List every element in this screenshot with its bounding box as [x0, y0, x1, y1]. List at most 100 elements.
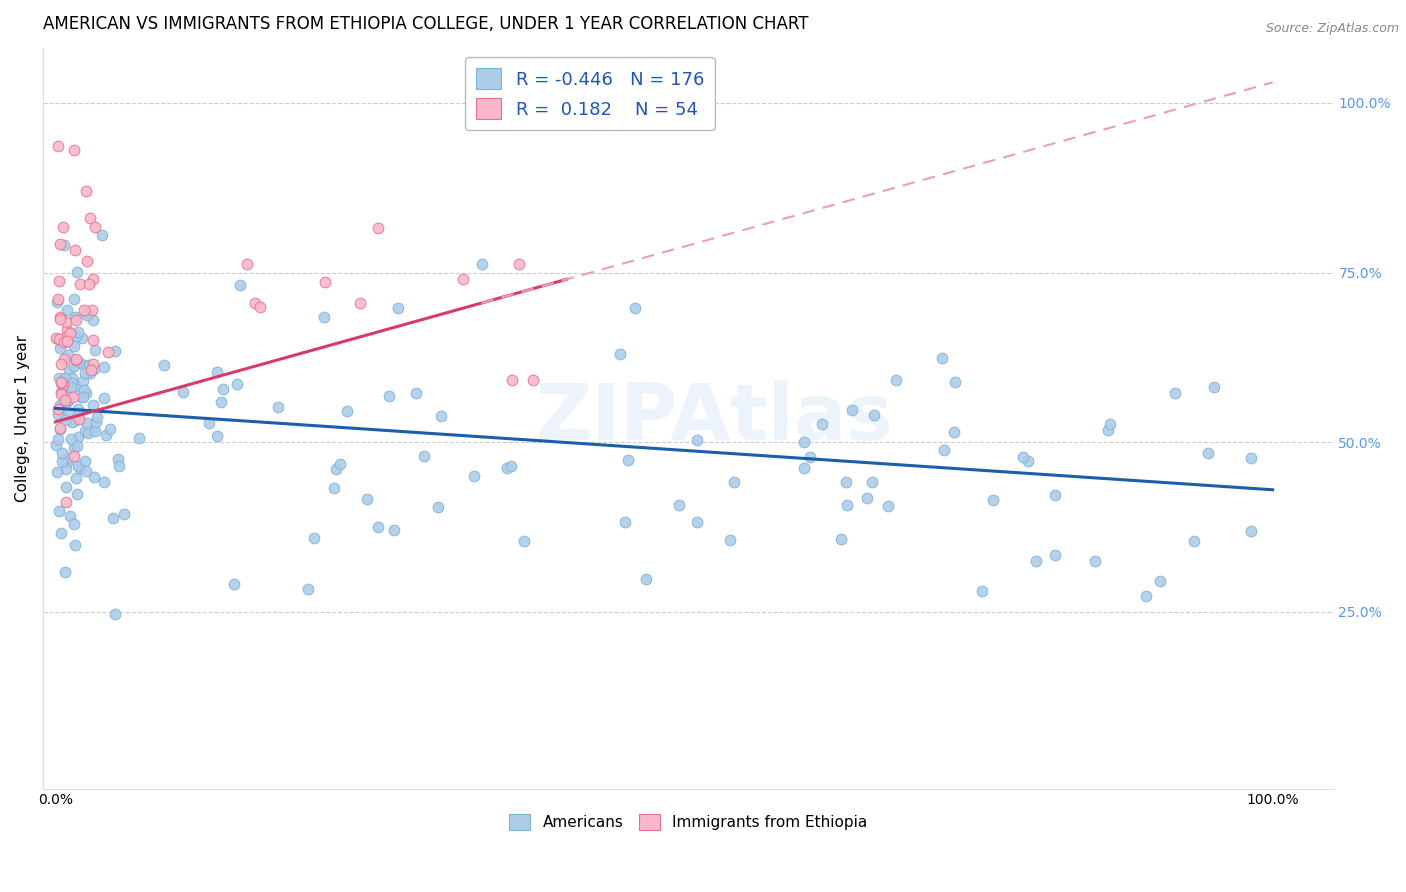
Point: [59, 508, 82, 523]
Point: [66, 408, 89, 422]
Point: [76, 306, 98, 320]
Point: [624, 301, 647, 315]
Point: [53, 371, 76, 385]
Point: [367, 519, 389, 533]
Point: [356, 492, 378, 507]
Point: [405, 386, 427, 401]
Point: [225, 376, 247, 391]
Point: [46, 293, 69, 307]
Point: [104, 344, 127, 359]
Legend: Americans, Immigrants from Ethiopia: Americans, Immigrants from Ethiopia: [503, 808, 873, 837]
Point: [430, 409, 453, 424]
Point: [56, 323, 79, 337]
Point: [235, 257, 257, 271]
Point: [799, 450, 821, 464]
Point: [931, 351, 953, 366]
Point: [841, 402, 863, 417]
Point: [48, 408, 70, 422]
Point: [55, 565, 77, 579]
Point: [63, 414, 86, 428]
Point: [82, 303, 104, 318]
Point: [1240, 450, 1263, 465]
Point: [243, 296, 266, 310]
Point: [98, 422, 121, 436]
Point: [80, 423, 103, 437]
Point: [249, 300, 271, 314]
Point: [49, 312, 72, 326]
Point: [609, 346, 631, 360]
Point: [82, 423, 104, 437]
Point: [463, 468, 485, 483]
Point: [49, 357, 72, 371]
Point: [69, 460, 91, 475]
Point: [45, 295, 67, 310]
Point: [212, 382, 235, 396]
Point: [67, 411, 90, 425]
Point: [1197, 446, 1219, 460]
Point: [55, 387, 77, 401]
Point: [55, 330, 77, 344]
Point: [835, 475, 858, 490]
Point: [62, 292, 84, 306]
Point: [66, 430, 89, 444]
Point: [53, 352, 76, 367]
Point: [718, 533, 741, 548]
Point: [83, 469, 105, 483]
Point: [325, 462, 347, 476]
Point: [59, 326, 82, 340]
Point: [205, 365, 228, 379]
Point: [297, 582, 319, 596]
Point: [51, 526, 73, 541]
Point: [48, 274, 70, 288]
Point: [877, 499, 900, 513]
Point: [128, 432, 150, 446]
Point: [49, 422, 72, 436]
Point: [66, 264, 89, 278]
Point: [46, 401, 69, 416]
Point: [49, 341, 72, 355]
Point: [65, 329, 87, 343]
Point: [65, 352, 87, 367]
Point: [65, 353, 87, 368]
Point: [73, 358, 96, 372]
Point: [427, 500, 450, 514]
Point: [312, 310, 335, 324]
Text: AMERICAN VS IMMIGRANTS FROM ETHIOPIA COLLEGE, UNDER 1 YEAR CORRELATION CHART: AMERICAN VS IMMIGRANTS FROM ETHIOPIA COL…: [44, 15, 808, 33]
Point: [59, 433, 82, 447]
Point: [55, 495, 77, 509]
Point: [56, 378, 79, 392]
Point: [65, 471, 87, 485]
Point: [69, 277, 91, 292]
Point: [1098, 417, 1121, 431]
Point: [73, 366, 96, 380]
Point: [73, 454, 96, 468]
Point: [856, 491, 879, 505]
Point: [499, 459, 522, 474]
Point: [94, 427, 117, 442]
Point: [860, 475, 883, 490]
Point: [103, 511, 125, 525]
Point: [86, 409, 108, 424]
Point: [49, 384, 72, 399]
Point: [56, 303, 79, 318]
Point: [52, 237, 75, 252]
Point: [668, 498, 690, 512]
Point: [67, 355, 90, 369]
Point: [108, 458, 131, 473]
Point: [314, 275, 336, 289]
Point: [51, 446, 73, 460]
Point: [63, 339, 86, 353]
Point: [65, 379, 87, 393]
Point: [322, 481, 344, 495]
Point: [65, 538, 87, 552]
Point: [84, 424, 107, 438]
Point: [302, 531, 325, 545]
Point: [79, 366, 101, 380]
Point: [73, 302, 96, 317]
Point: [51, 378, 73, 392]
Point: [84, 343, 107, 357]
Point: [793, 435, 815, 450]
Point: [634, 572, 657, 586]
Point: [1240, 524, 1263, 538]
Point: [72, 390, 94, 404]
